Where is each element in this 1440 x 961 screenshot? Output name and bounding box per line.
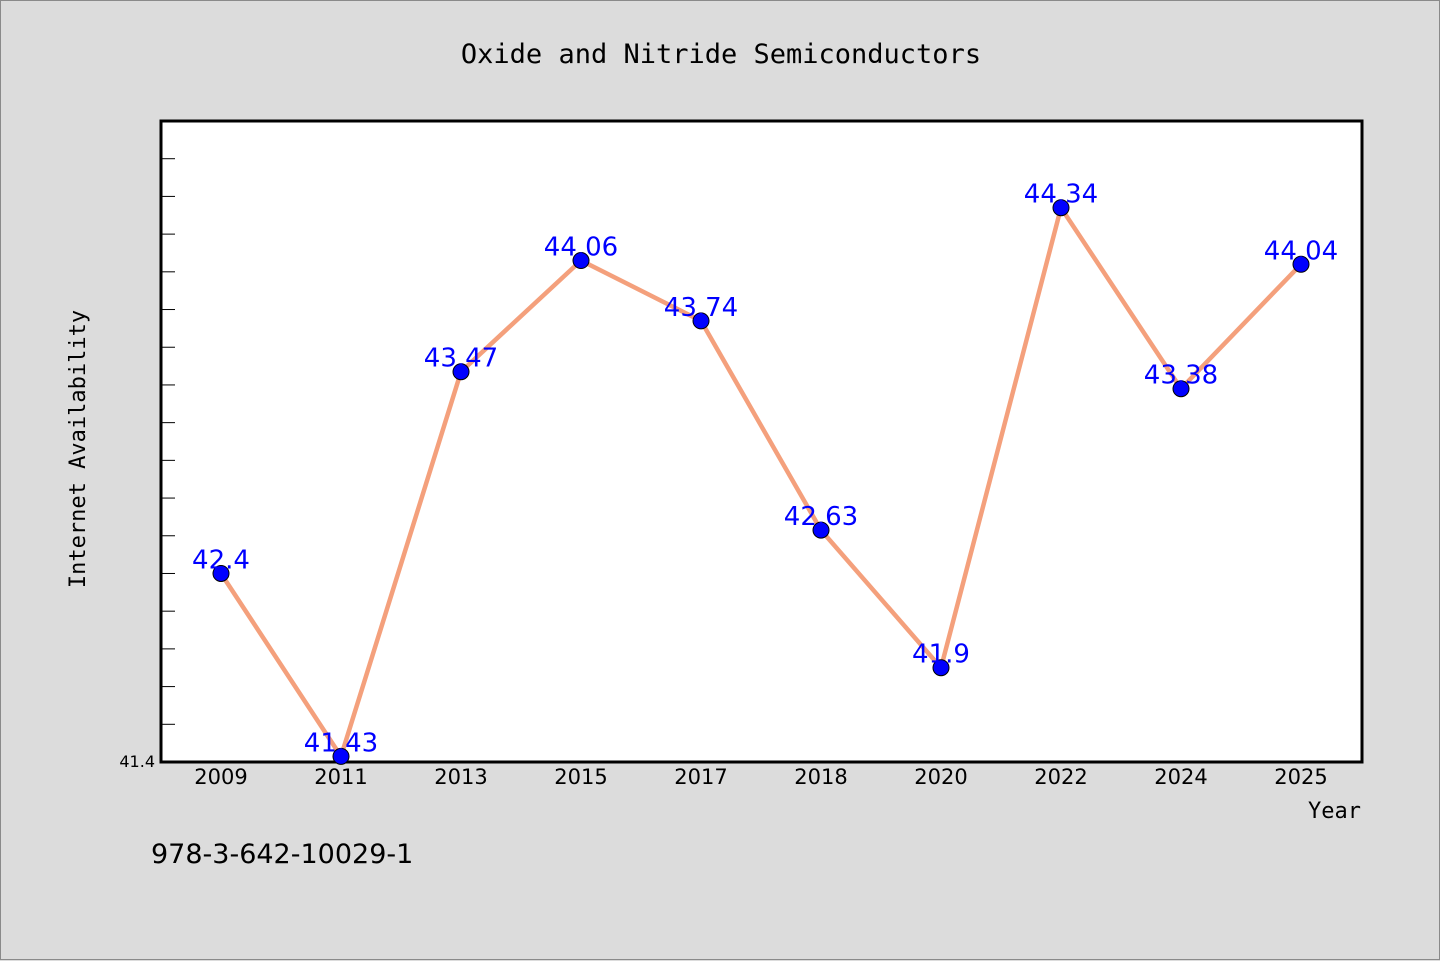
x-tick-label: 2022 [1034, 765, 1087, 789]
data-point [812, 521, 830, 539]
data-point [572, 252, 590, 270]
x-tick-label: 2018 [794, 765, 847, 789]
data-point [1052, 199, 1070, 217]
x-axis-label: Year [1308, 799, 1361, 824]
footnote-isbn: 978-3-642-10029-1 [151, 839, 413, 870]
series-line-group [218, 205, 1304, 759]
x-tick-label: 2015 [554, 765, 607, 789]
x-tick-labels: 2009 2011 2013 2015 2017 2018 2020 2022 2024 2025 [194, 765, 1327, 789]
series-line-segment [818, 527, 944, 670]
data-label: 44.04 [1264, 236, 1338, 266]
y-tick-label-min: 41.4 [119, 752, 155, 771]
data-point [1292, 255, 1310, 273]
x-tick-label: 2024 [1154, 765, 1207, 789]
x-tick-label: 2009 [194, 765, 247, 789]
plot-area [159, 119, 1364, 764]
data-label: 42.63 [784, 502, 858, 532]
data-label: 43.38 [1144, 361, 1218, 391]
data-point [212, 564, 230, 582]
y-axis-label: Internet Availability [66, 310, 91, 588]
series-line-segment [938, 205, 1064, 670]
data-label: 44.06 [544, 233, 618, 263]
series-line-segment [218, 571, 344, 759]
x-tick-label: 2011 [314, 765, 367, 789]
series-line-segment [698, 318, 824, 533]
data-label: 44.34 [1024, 180, 1098, 210]
data-labels: 42.4 41.43 43.47 44.06 43.74 42.63 41.9 44.34 43… [192, 180, 1338, 759]
x-tick-label: 2020 [914, 765, 967, 789]
x-tick-label: 2025 [1274, 765, 1327, 789]
x-tick-label: 2017 [674, 765, 727, 789]
data-label: 41.9 [912, 640, 970, 670]
series-line-segment [338, 369, 464, 759]
y-minor-ticks [161, 158, 175, 725]
series-line-segment [1178, 262, 1304, 391]
series-line-segment [578, 258, 704, 324]
chart-title: Oxide and Nitride Semiconductors [461, 39, 981, 70]
data-label: 41.43 [304, 728, 378, 758]
data-point [332, 747, 350, 765]
series-line-segment [458, 258, 584, 374]
data-label: 43.47 [424, 344, 498, 374]
data-point [932, 659, 950, 677]
data-label: 42.4 [192, 545, 250, 575]
data-point [452, 363, 470, 381]
data-point [692, 312, 710, 330]
data-label: 43.74 [664, 293, 738, 323]
data-point [1172, 380, 1190, 398]
x-tick-label: 2013 [434, 765, 487, 789]
data-markers [212, 199, 1310, 765]
series-line-segment [1058, 205, 1184, 391]
